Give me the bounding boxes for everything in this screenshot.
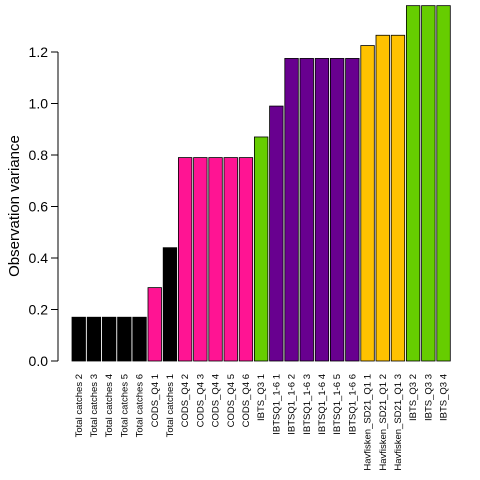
x-category-label: CODS_Q4 1 bbox=[150, 374, 161, 427]
bar bbox=[375, 34, 390, 362]
x-category-label: Total catches 4 bbox=[104, 374, 115, 437]
y-tick-label: 0.8 bbox=[29, 147, 49, 163]
x-category-label: IBTSQ1_1-6 3 bbox=[302, 374, 313, 435]
bar bbox=[299, 58, 314, 362]
y-tick-label: 0.0 bbox=[29, 353, 49, 369]
bar bbox=[360, 45, 375, 362]
x-category-label: CODS_Q4 2 bbox=[180, 374, 191, 427]
bar bbox=[132, 316, 147, 362]
x-category-label: IBTSQ1_1-6 5 bbox=[332, 374, 343, 435]
bars bbox=[71, 5, 451, 362]
x-category-label: IBTS_Q3 3 bbox=[423, 374, 434, 421]
x-category-label: IBTSQ1_1-6 6 bbox=[347, 374, 358, 435]
bar bbox=[238, 157, 254, 362]
x-category-label: Havfisken_SD21_Q1 3 bbox=[393, 374, 404, 471]
x-category-label: Total catches 6 bbox=[135, 374, 146, 437]
y-tick-label: 0.4 bbox=[29, 250, 49, 266]
x-category-label: IBTS_Q3 4 bbox=[439, 374, 450, 421]
x-category-label: Total catches 2 bbox=[74, 374, 85, 437]
bar bbox=[71, 316, 86, 362]
bar bbox=[147, 287, 162, 362]
x-category-label: IBTS_Q3 1 bbox=[256, 374, 267, 421]
x-category-label: CODS_Q4 4 bbox=[211, 374, 222, 427]
bar bbox=[86, 316, 102, 362]
bar bbox=[253, 136, 269, 362]
bar bbox=[390, 34, 406, 362]
bar bbox=[436, 5, 451, 362]
x-axis-labels: Total catches 2 Total catches 3 Total catc… bbox=[74, 374, 450, 471]
y-tick-label: 0.2 bbox=[29, 302, 49, 318]
bar bbox=[177, 157, 193, 362]
y-axis-title: Observation variance bbox=[6, 135, 23, 277]
x-category-label: IBTSQ1_1-6 1 bbox=[271, 374, 282, 435]
bar bbox=[421, 5, 436, 362]
y-tick-label: 1.2 bbox=[29, 44, 49, 60]
x-category-label: Total catches 3 bbox=[89, 374, 100, 437]
x-category-label: Total catches 5 bbox=[119, 374, 130, 437]
x-category-label: IBTSQ1_1-6 2 bbox=[287, 374, 298, 435]
bar bbox=[345, 58, 360, 362]
y-tick-label: 0.6 bbox=[29, 199, 49, 215]
bar bbox=[405, 5, 421, 362]
bar bbox=[102, 316, 117, 362]
x-category-label: Total catches 1 bbox=[165, 374, 176, 437]
bar bbox=[269, 105, 284, 362]
y-tick-label: 1.0 bbox=[29, 96, 49, 112]
bar bbox=[162, 247, 178, 362]
x-category-label: IBTSQ1_1-6 4 bbox=[317, 374, 328, 435]
bar bbox=[208, 157, 223, 362]
y-axis: 0.0 0.2 0.4 0.6 0.8 1.0 1.2 bbox=[29, 44, 59, 369]
bar bbox=[193, 157, 208, 362]
x-category-label: CODS_Q4 6 bbox=[241, 374, 252, 427]
x-category-label: IBTS_Q3 2 bbox=[408, 374, 419, 421]
bar bbox=[329, 58, 345, 362]
x-category-label: CODS_Q4 3 bbox=[195, 374, 206, 427]
bar bbox=[284, 58, 299, 362]
bar bbox=[223, 157, 238, 362]
x-category-label: CODS_Q4 5 bbox=[226, 374, 237, 427]
x-category-label: Havfisken_SD21_Q1 2 bbox=[378, 374, 389, 471]
x-category-label: Havfisken_SD21_Q1 1 bbox=[363, 374, 374, 471]
bar bbox=[314, 58, 330, 362]
bar bbox=[117, 316, 132, 362]
